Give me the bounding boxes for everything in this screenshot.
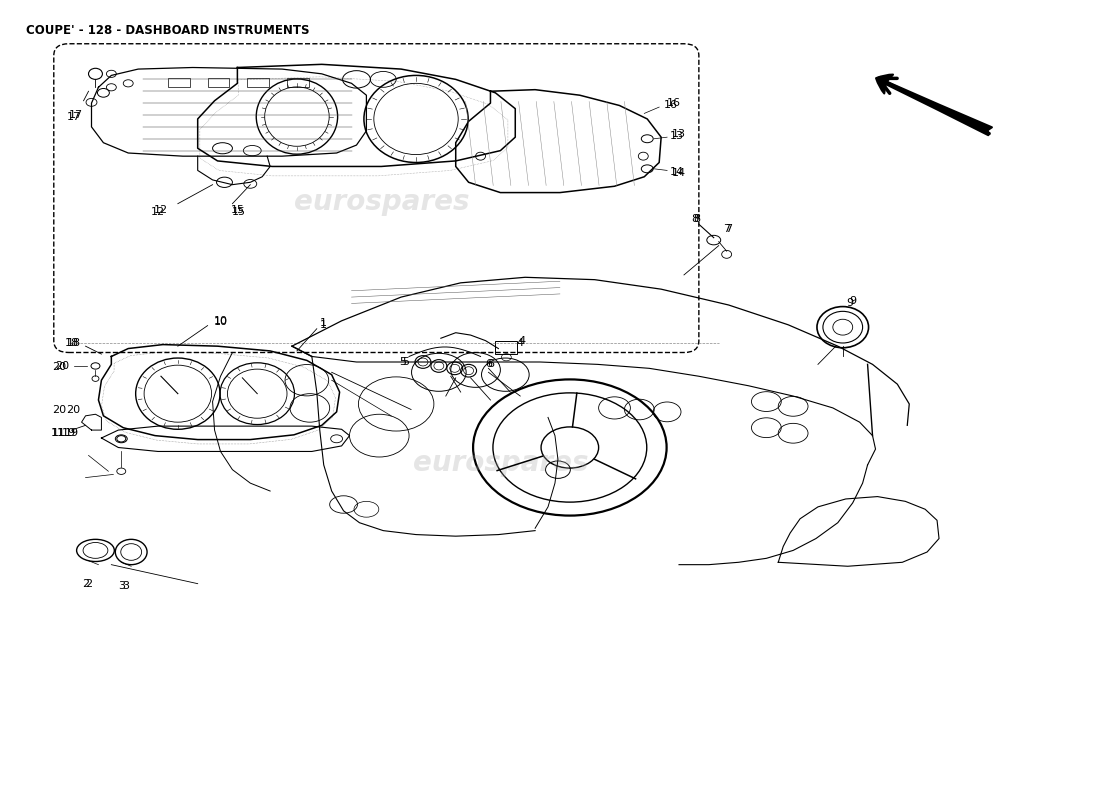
- Text: 20: 20: [52, 362, 66, 372]
- Text: 5: 5: [399, 357, 407, 367]
- Text: 11: 11: [52, 428, 66, 438]
- Text: 16: 16: [664, 100, 678, 110]
- Text: 9: 9: [846, 298, 854, 309]
- Text: 5: 5: [403, 357, 409, 367]
- Bar: [287, 78, 309, 87]
- Bar: [495, 342, 517, 354]
- Text: 12: 12: [151, 206, 165, 217]
- Text: COUPE' - 128 - DASHBOARD INSTRUMENTS: COUPE' - 128 - DASHBOARD INSTRUMENTS: [26, 24, 309, 37]
- Text: 1: 1: [320, 318, 327, 328]
- Text: 20: 20: [55, 361, 69, 371]
- Text: eurospares: eurospares: [294, 188, 469, 216]
- Text: 17: 17: [68, 110, 82, 120]
- Text: 8: 8: [693, 214, 701, 225]
- Text: 9: 9: [849, 296, 856, 306]
- Text: 17: 17: [67, 111, 80, 122]
- Text: 19: 19: [62, 428, 76, 438]
- Text: 3: 3: [118, 581, 124, 591]
- Text: 1: 1: [320, 320, 327, 330]
- Text: 15: 15: [230, 205, 244, 215]
- Text: 15: 15: [231, 206, 245, 217]
- Text: 10: 10: [213, 318, 228, 327]
- Bar: [248, 78, 270, 87]
- Text: 19: 19: [65, 428, 79, 438]
- Text: 2: 2: [82, 578, 89, 589]
- Text: 10: 10: [213, 316, 228, 326]
- Text: 7: 7: [725, 224, 733, 234]
- Text: 20: 20: [67, 405, 80, 414]
- Text: 2: 2: [85, 578, 92, 589]
- Text: 6: 6: [485, 358, 492, 369]
- Text: 13: 13: [672, 129, 686, 139]
- Text: 4: 4: [517, 338, 524, 348]
- Text: 14: 14: [670, 167, 684, 177]
- Text: 8: 8: [691, 214, 698, 225]
- Text: 3: 3: [122, 581, 129, 591]
- Text: 6: 6: [487, 358, 494, 369]
- Text: 12: 12: [154, 205, 168, 215]
- Text: 18: 18: [67, 338, 80, 348]
- Text: 16: 16: [667, 98, 681, 108]
- Text: 11: 11: [51, 428, 65, 438]
- Text: 4: 4: [518, 337, 526, 346]
- Bar: [208, 78, 230, 87]
- Text: 20: 20: [52, 405, 66, 414]
- Text: 14: 14: [672, 168, 686, 178]
- Bar: [168, 78, 189, 87]
- Text: 7: 7: [723, 224, 730, 234]
- Text: eurospares: eurospares: [412, 450, 588, 478]
- Text: 13: 13: [670, 130, 684, 141]
- Text: 18: 18: [65, 338, 79, 348]
